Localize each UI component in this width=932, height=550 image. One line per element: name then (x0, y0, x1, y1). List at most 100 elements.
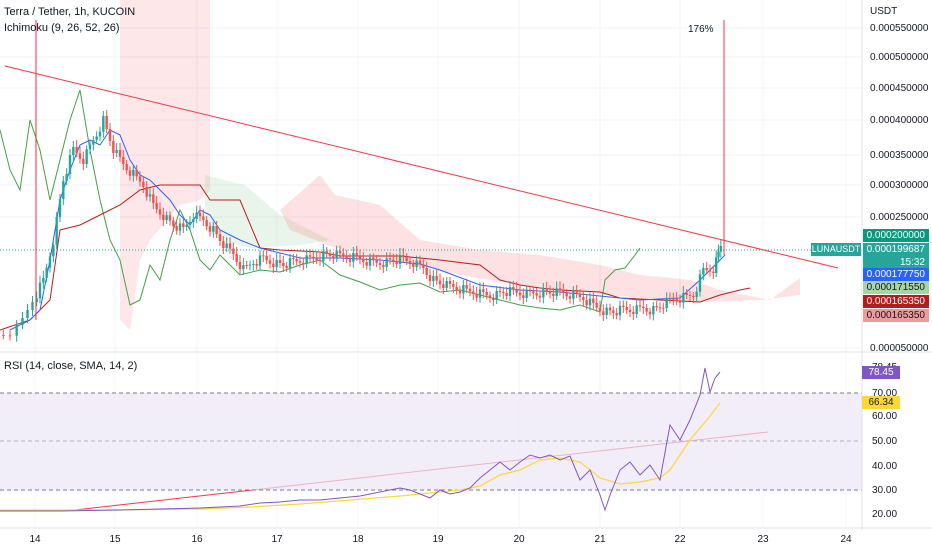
candle-body (512, 287, 515, 289)
candle-body (642, 306, 645, 308)
candle-body (405, 257, 408, 261)
candle-body (572, 290, 575, 299)
candle-body (432, 276, 435, 281)
candle-body (262, 255, 265, 257)
candle-body (392, 259, 395, 261)
candle-body (222, 241, 225, 248)
candle-body (675, 299, 678, 302)
candle-body (518, 292, 522, 296)
candle-body (585, 300, 588, 306)
rsi-axis-label: 40.00 (872, 461, 897, 472)
candle-body (238, 262, 242, 269)
candle-body (435, 276, 438, 281)
rsi-axis-label: 70.00 (872, 388, 897, 399)
price-axis-label: 0.000350000 (870, 150, 929, 161)
candle-body (295, 259, 298, 262)
candle-body (719, 246, 723, 252)
candle-body (442, 284, 445, 288)
time-axis-label: 14 (29, 534, 41, 545)
candle-body (212, 226, 215, 232)
candle-body (168, 215, 172, 221)
candle-body (372, 257, 375, 260)
candle-body (98, 131, 102, 137)
last-price-value: 0.000199687 (866, 244, 925, 255)
candle-body (402, 255, 405, 257)
candle-body (622, 305, 625, 307)
candle-body (662, 307, 665, 309)
candle-body (488, 295, 492, 298)
ichimoku-legend[interactable]: Ichimoku (9, 26, 52, 26) (4, 22, 120, 34)
candle-body (182, 223, 185, 227)
candle-body (528, 289, 532, 292)
candle-body (282, 263, 285, 266)
candle-body (195, 212, 198, 219)
candle-body (122, 157, 125, 164)
candle-body (375, 260, 378, 263)
candle-body (705, 268, 708, 271)
candle-body (575, 290, 578, 294)
candle-body (142, 181, 145, 187)
candle-body (355, 253, 358, 257)
candle-body (425, 268, 428, 275)
candle-body (322, 251, 325, 261)
candle-body (302, 262, 305, 264)
candle-body (712, 271, 715, 273)
candle-body (658, 307, 662, 309)
candle-body (455, 287, 458, 291)
candle-body (145, 187, 148, 197)
candle-body (152, 194, 155, 203)
time-axis-label: 20 (513, 534, 525, 545)
rsi-axis-label: 20.00 (872, 509, 897, 520)
price-tag-senkou-b: 0.000165350 (863, 309, 929, 322)
candle-body (292, 258, 295, 259)
candle-body (245, 265, 248, 266)
candle-body (385, 258, 388, 267)
candle-body (678, 301, 682, 303)
cloud-green-band (205, 175, 330, 248)
candle-body (338, 250, 342, 254)
time-axis[interactable]: 14 15 16 17 18 19 20 21 22 23 24 (29, 534, 852, 545)
candle-body (598, 307, 602, 312)
candle-body (345, 256, 348, 260)
candle-body (495, 291, 498, 300)
candle-body (478, 289, 482, 298)
candle-body (225, 243, 228, 248)
main-trendline[interactable] (4, 65, 839, 269)
candle-body (175, 226, 178, 231)
candle-body (102, 116, 105, 132)
candle-body (312, 256, 315, 258)
candle-body (502, 292, 505, 293)
candle-body (88, 144, 92, 150)
candle-body (21, 318, 24, 325)
candle-body (42, 278, 45, 283)
candle-body (612, 310, 615, 313)
ichimoku-cloud (120, 0, 800, 330)
price-axis[interactable]: 0.000550000 0.000500000 0.000450000 0.00040… (870, 23, 929, 354)
candle-body (62, 181, 65, 199)
symbol-legend[interactable]: Terra / Tether, 1h, KUCOIN (4, 6, 136, 18)
candle-body (128, 170, 132, 176)
candle-body (258, 255, 262, 266)
candle-body (158, 209, 162, 215)
candle-body (542, 288, 545, 298)
candle-body (45, 267, 48, 278)
candle-body (717, 251, 720, 258)
candle-body (205, 220, 208, 227)
candle-body (8, 335, 12, 337)
candle-body (525, 289, 528, 298)
candle-body (335, 250, 338, 258)
candle-body (452, 284, 455, 287)
candle-body (38, 282, 42, 299)
candle-body (72, 147, 75, 155)
candle-body (562, 290, 565, 293)
rsi-legend[interactable]: RSI (14, close, SMA, 14, 2) (4, 360, 138, 372)
countdown-timer: 15:32 (899, 257, 925, 268)
candle-body (115, 150, 118, 153)
candle-body (35, 298, 38, 302)
candle-body (65, 174, 68, 181)
candle-body (378, 263, 382, 265)
candle-body (565, 293, 568, 297)
candle-body (685, 293, 688, 295)
